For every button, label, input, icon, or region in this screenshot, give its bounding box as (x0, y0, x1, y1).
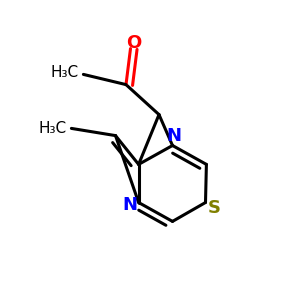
Text: N: N (167, 127, 182, 145)
Text: S: S (208, 199, 221, 217)
Text: H₃C: H₃C (39, 121, 67, 136)
Text: O: O (126, 34, 141, 52)
Text: N: N (123, 196, 138, 214)
Text: H₃C: H₃C (51, 65, 79, 80)
